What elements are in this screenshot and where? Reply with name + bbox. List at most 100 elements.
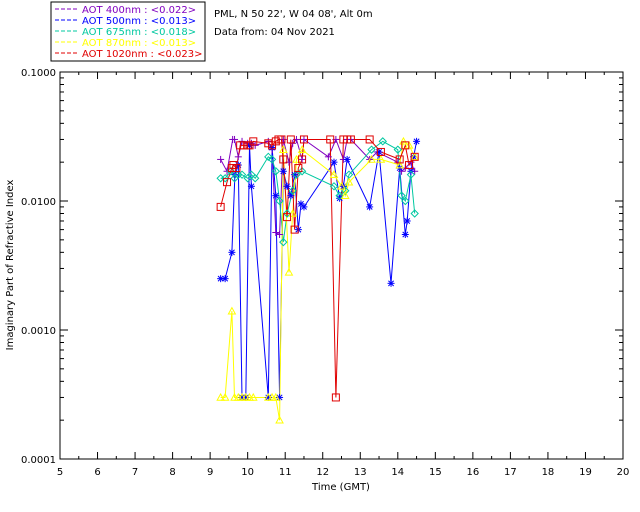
data-point-1020nm — [395, 155, 404, 164]
data-point-500nm — [330, 158, 338, 166]
data-point-870nm — [367, 154, 376, 163]
data-point-675nm — [237, 170, 247, 179]
plot-frame — [59, 71, 624, 460]
data-point-675nm — [378, 137, 387, 146]
data-point-500nm — [291, 171, 299, 179]
data-point-400nm — [238, 137, 246, 145]
x-tick-label: 5 — [57, 467, 63, 478]
y-axis-label: Imaginary Part of Refractive Index — [5, 180, 16, 351]
data-point-675nm — [393, 145, 403, 154]
data-point-1020nm — [216, 202, 225, 211]
y-tick-label: 0.0001 — [21, 455, 56, 466]
data-point-870nm — [410, 152, 420, 161]
data-point-870nm — [376, 154, 386, 163]
data-point-1020nm — [410, 152, 419, 161]
data-point-400nm — [279, 135, 287, 143]
data-point-675nm — [275, 196, 284, 206]
data-point-675nm — [292, 170, 301, 179]
data-point-500nm — [401, 230, 409, 238]
data-point-675nm — [367, 145, 376, 154]
data-point-870nm — [216, 392, 225, 401]
data-point-870nm — [329, 170, 339, 178]
x-tick-label: 8 — [169, 467, 175, 478]
data-point-500nm — [217, 275, 225, 283]
x-tick-label: 6 — [94, 467, 100, 478]
x-tick-label: 15 — [429, 467, 442, 478]
data-point-870nm — [399, 136, 408, 145]
data-point-675nm — [279, 237, 288, 247]
data-point-675nm — [288, 186, 297, 195]
data-point-1020nm — [283, 213, 292, 222]
x-tick-label: 19 — [579, 467, 592, 478]
data-point-500nm — [343, 155, 351, 163]
data-point-870nm — [344, 177, 354, 186]
data-point-400nm — [300, 135, 308, 143]
data-point-500nm — [228, 248, 236, 256]
data-point-675nm — [410, 209, 419, 218]
data-point-675nm — [264, 152, 273, 162]
data-point-675nm — [406, 170, 416, 179]
data-point-675nm — [397, 191, 406, 200]
data-point-500nm — [221, 275, 229, 283]
data-point-500nm — [283, 182, 291, 190]
data-point-870nm — [271, 392, 281, 401]
data-point-675nm — [220, 174, 230, 183]
data-point-675nm — [282, 209, 292, 218]
data-point-1020nm — [401, 141, 410, 150]
data-point-1020nm — [232, 164, 241, 173]
data-point-675nm — [335, 191, 344, 200]
data-point-1020nm — [365, 135, 374, 144]
data-point-500nm — [387, 279, 395, 287]
data-point-870nm — [284, 267, 294, 276]
data-point-1020nm — [294, 164, 303, 173]
data-point-500nm — [375, 148, 383, 156]
x-tick-label: 20 — [617, 467, 630, 478]
data-point-500nm — [413, 137, 421, 145]
data-point-1020nm — [376, 147, 385, 156]
data-point-1020nm — [279, 155, 288, 164]
data-point-1020nm — [286, 135, 295, 144]
data-point-675nm — [341, 186, 350, 195]
data-point-1020nm — [271, 137, 280, 146]
data-point-400nm — [231, 135, 239, 143]
x-tick-label: 12 — [316, 467, 329, 478]
series-line-870nm — [220, 140, 416, 421]
y-tick-label: 0.0100 — [21, 197, 56, 208]
data-point-400nm — [234, 153, 242, 161]
data-point-500nm — [279, 167, 287, 175]
legend-entry-870nm: AOT 870nm : <0.013> — [82, 38, 196, 49]
data-point-1020nm — [298, 155, 307, 164]
data-point-870nm — [337, 181, 346, 190]
legend-entry-500nm: AOT 500nm : <0.013> — [82, 16, 196, 27]
data-point-500nm — [272, 192, 280, 200]
data-point-675nm — [267, 155, 277, 164]
x-tick-label: 16 — [466, 467, 479, 478]
data-point-675nm — [234, 170, 243, 179]
data-point-400nm — [276, 230, 284, 238]
data-point-870nm — [220, 392, 230, 401]
data-point-675nm — [401, 196, 410, 206]
data-point-1020nm — [290, 225, 299, 234]
data-point-675nm — [271, 167, 281, 176]
data-point-500nm — [366, 203, 374, 211]
data-point-675nm — [250, 174, 260, 183]
date-info: Data from: 04 Nov 2021 — [214, 27, 335, 38]
x-tick-label: 11 — [279, 467, 292, 478]
data-point-400nm — [217, 155, 225, 163]
x-tick-label: 9 — [207, 467, 213, 478]
data-point-500nm — [247, 182, 255, 190]
data-point-1020nm — [405, 161, 414, 170]
data-point-1020nm — [223, 178, 232, 187]
data-point-870nm — [395, 160, 405, 169]
legend-entry-1020nm: AOT 1020nm : <0.023> — [82, 49, 202, 60]
x-tick-label: 7 — [132, 467, 138, 478]
x-tick-label: 10 — [241, 467, 254, 478]
data-point-870nm — [297, 145, 307, 153]
legend-entry-400nm: AOT 400nm : <0.022> — [82, 5, 196, 16]
data-point-870nm — [227, 306, 237, 315]
y-tick-label: 0.1000 — [21, 68, 56, 79]
data-point-1020nm — [277, 135, 286, 144]
data-point-1020nm — [326, 135, 335, 144]
data-point-500nm — [403, 217, 411, 225]
